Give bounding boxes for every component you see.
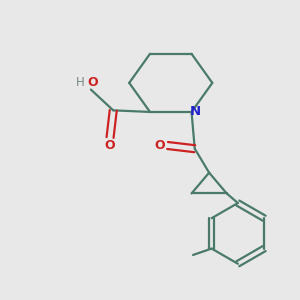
- Text: N: N: [190, 105, 201, 119]
- Text: O: O: [105, 139, 116, 152]
- Text: O: O: [154, 139, 165, 152]
- Text: O: O: [87, 76, 98, 89]
- Text: H: H: [76, 76, 85, 89]
